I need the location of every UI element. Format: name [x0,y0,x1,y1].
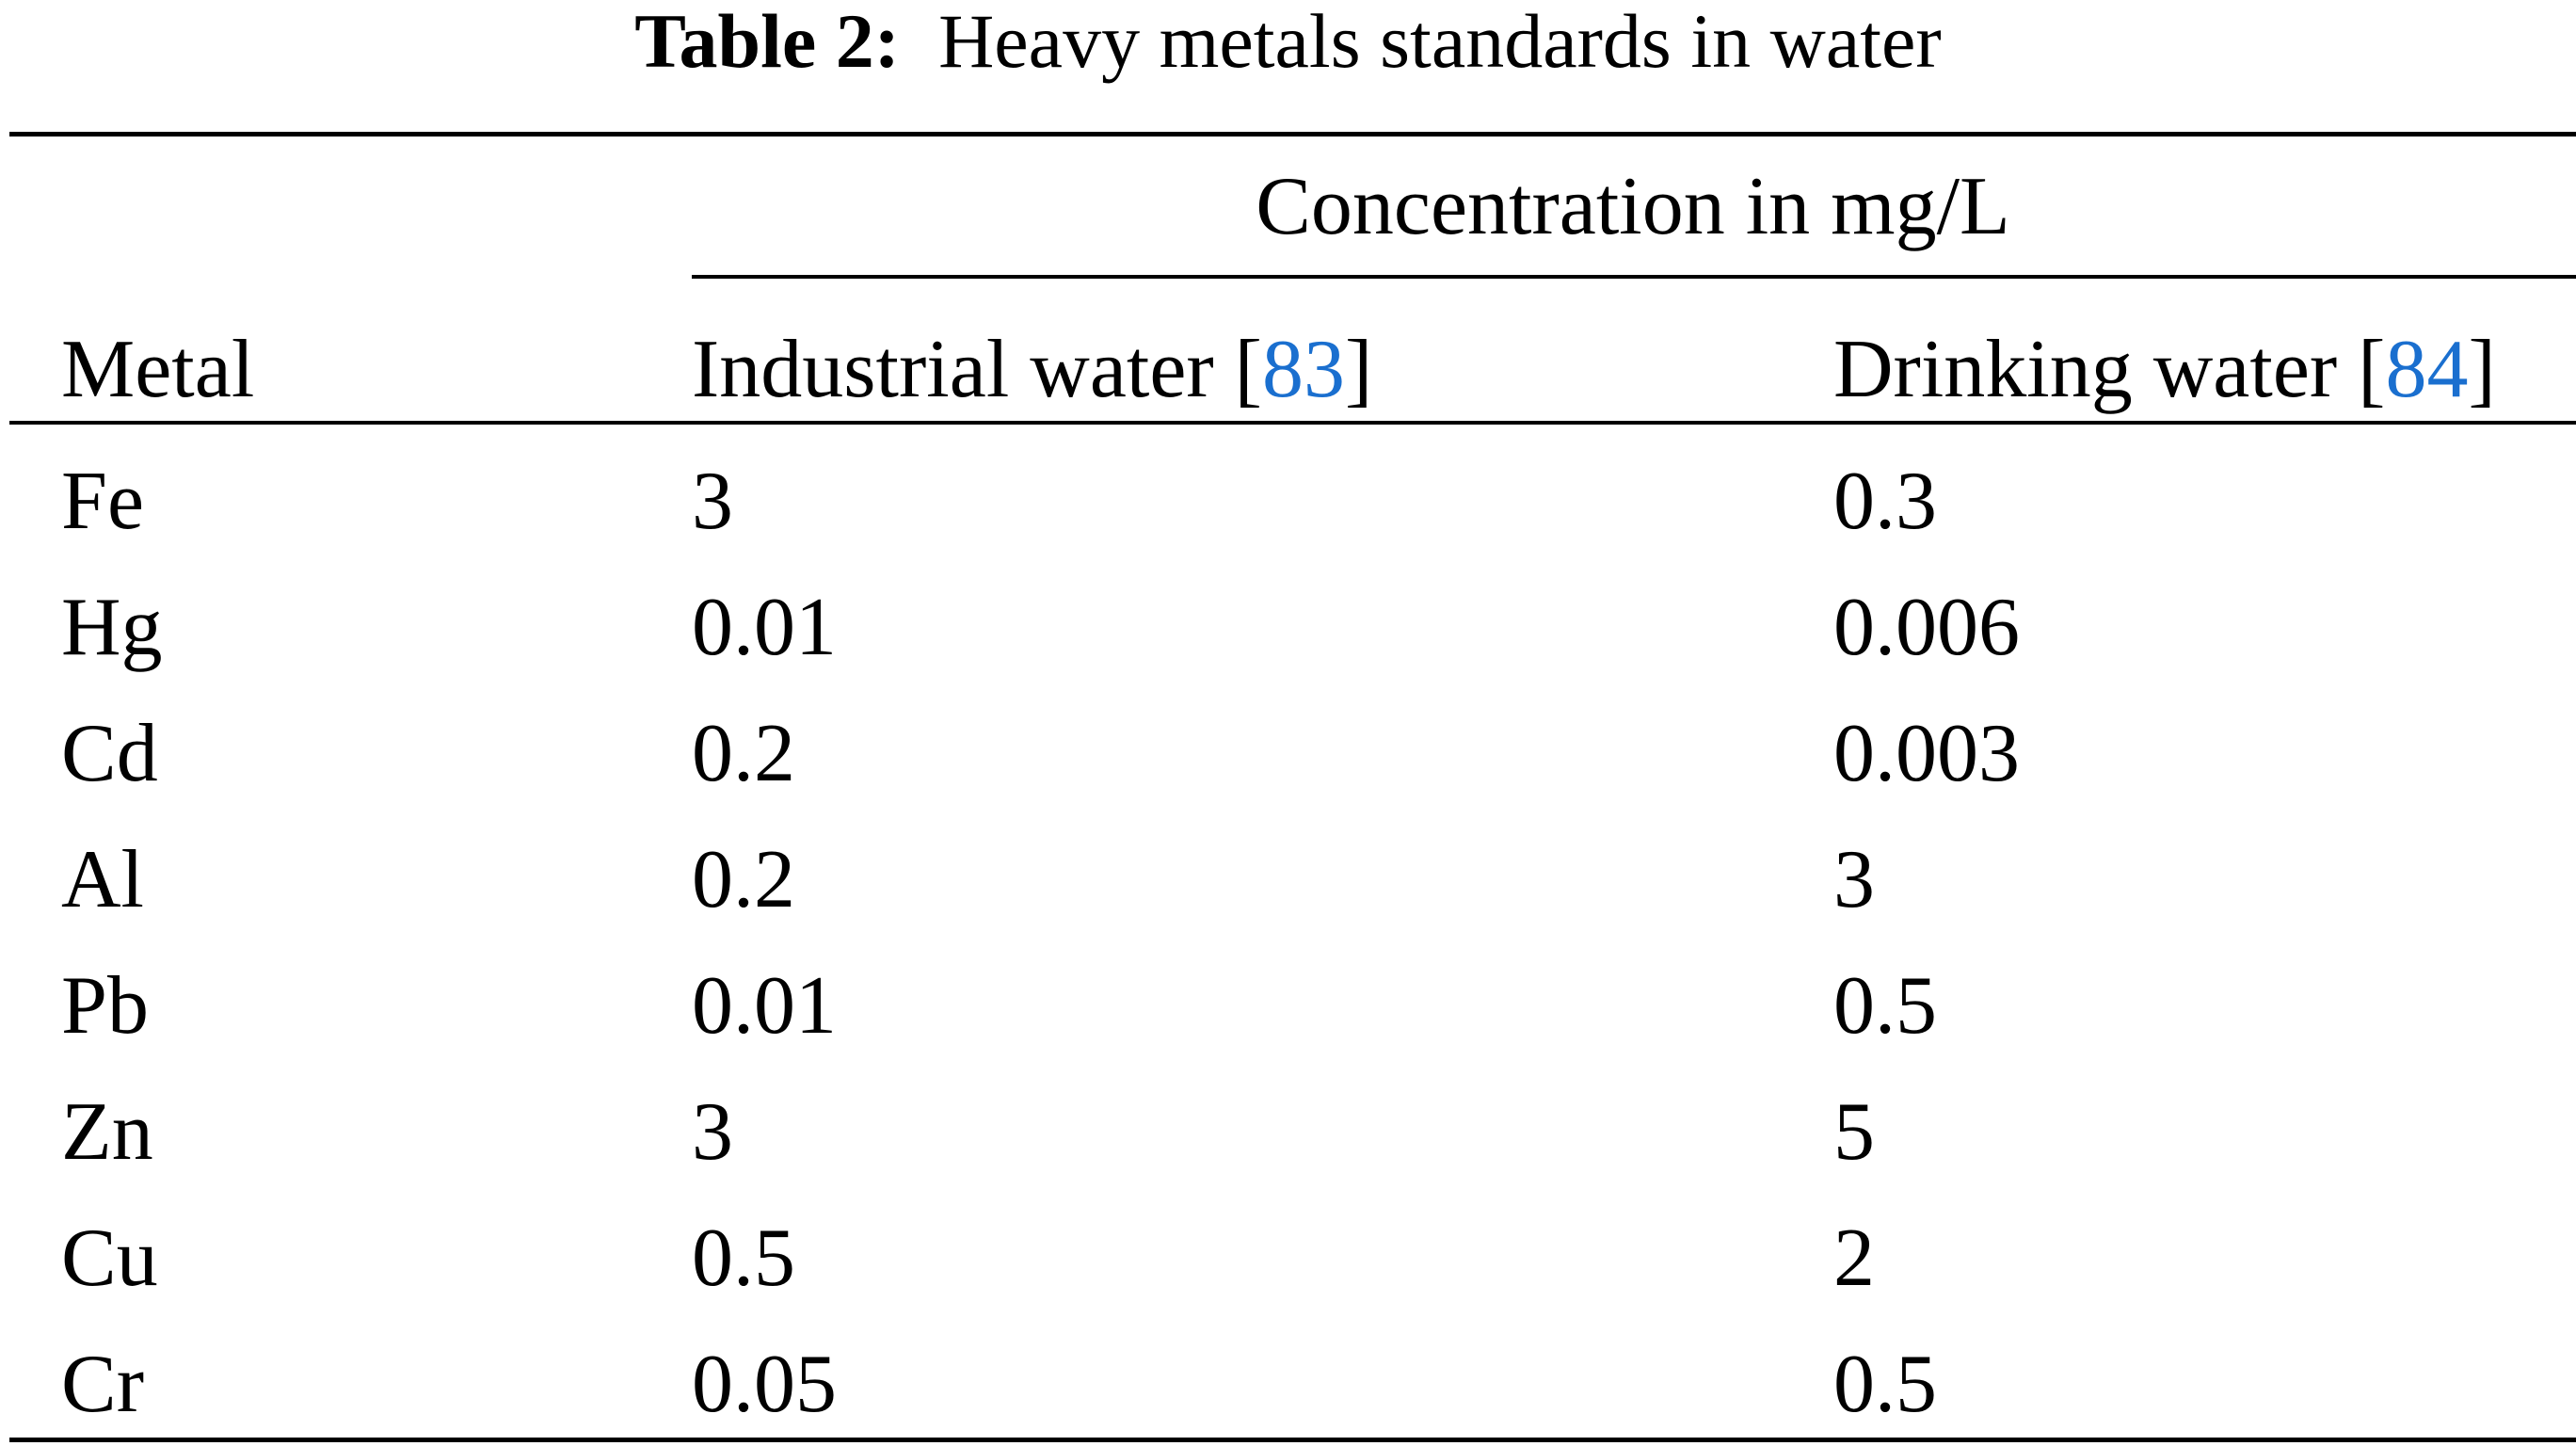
table-caption-text: Heavy metals standards in water [938,0,1942,84]
metal-cell: Cu [61,1213,158,1304]
metal-cell: Cr [61,1339,144,1430]
drinking-value-cell: 0.003 [1833,708,2020,799]
drinking-value-cell: 0.5 [1833,1339,1937,1430]
metal-cell: Al [61,834,144,925]
industrial-water-bracket: ] [1345,324,1373,415]
industrial-value-cell: 0.01 [692,960,837,1052]
drinking-value-cell: 5 [1833,1086,1875,1178]
drinking-value-cell: 0.5 [1833,960,1937,1052]
metal-cell: Zn [61,1086,153,1178]
industrial-value-cell: 0.2 [692,708,795,799]
metal-cell: Cd [61,708,158,799]
industrial-value-cell: 0.05 [692,1339,837,1430]
drinking-value-cell: 2 [1833,1213,1875,1304]
drinking-water-bracket: ] [2468,324,2496,415]
industrial-value-cell: 3 [692,1086,733,1178]
header-rule [9,421,2576,425]
industrial-value-cell: 3 [692,456,733,547]
column-header-drinking-water: Drinking water [84] [1833,323,2496,417]
column-header-industrial-water: Industrial water [83] [692,323,1372,417]
industrial-value-cell: 0.5 [692,1213,795,1304]
metal-cell: Fe [61,456,144,547]
table-caption-label: Table 2: [634,0,901,84]
drinking-value-cell: 0.3 [1833,456,1937,547]
concentration-spanner-header: Concentration in mg/L [1256,161,2010,252]
industrial-value-cell: 0.2 [692,834,795,925]
top-rule [9,132,2576,137]
table-caption: Table 2: Heavy metals standards in water [0,0,2576,83]
drinking-water-label: Drinking water [ [1833,324,2386,415]
drinking-value-cell: 0.006 [1833,582,2020,673]
reference-link-84[interactable]: 84 [2385,324,2469,415]
drinking-value-cell: 3 [1833,834,1875,925]
metal-cell: Hg [61,582,163,673]
bottom-rule [9,1438,2576,1442]
metal-cell: Pb [61,960,149,1052]
industrial-water-label: Industrial water [ [692,324,1262,415]
column-header-metal: Metal [61,324,255,415]
industrial-value-cell: 0.01 [692,582,837,673]
reference-link-83[interactable]: 83 [1262,324,1345,415]
spanner-rule [692,275,2576,279]
